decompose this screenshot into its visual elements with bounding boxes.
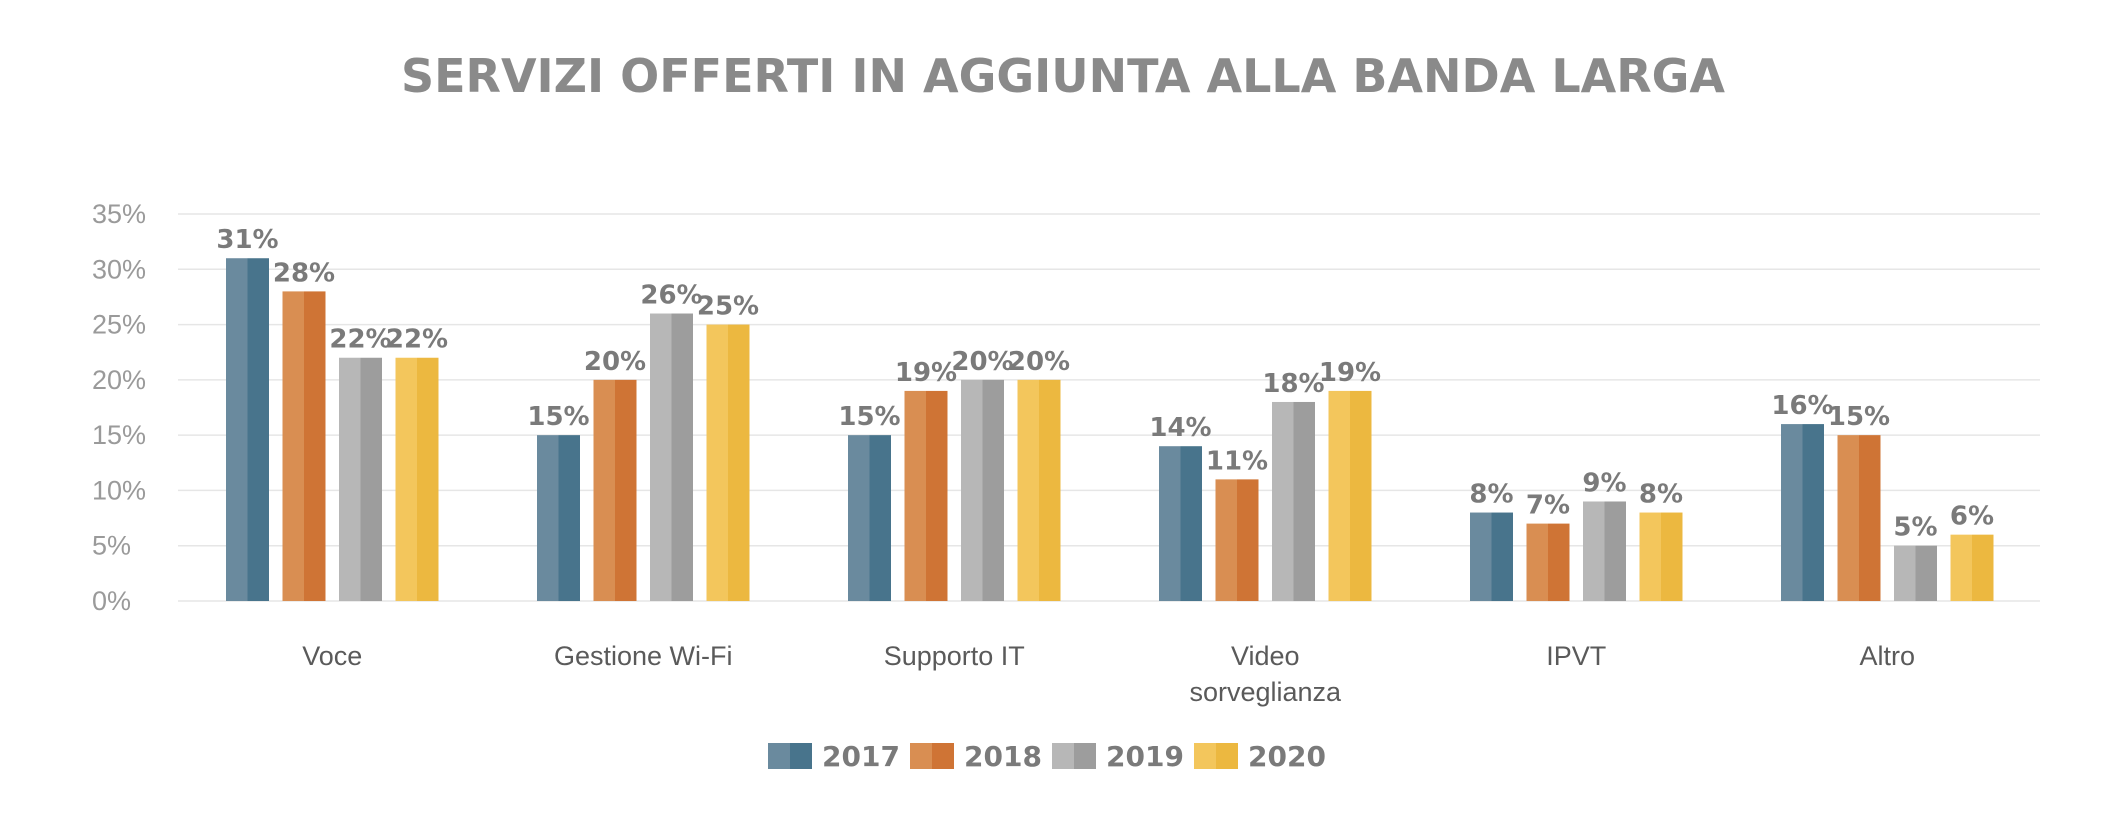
y-axis-ticks: 0% 5% 10% 15% 20% 25% 30% 35% (92, 199, 146, 616)
data-label-2019-3: 18% (1262, 369, 1324, 399)
legend-item-2017: 2017 (768, 740, 900, 773)
legend-swatch (790, 743, 812, 769)
legend-swatch (1216, 743, 1238, 769)
data-label-2019-4: 9% (1582, 468, 1626, 498)
y-tick-label: 15% (92, 420, 146, 450)
data-label-2018-2: 19% (895, 358, 957, 388)
bar-2017-0 (226, 258, 269, 601)
bar-2020-3 (1328, 390, 1372, 601)
y-tick-label: 30% (92, 254, 146, 284)
bar-2020-2 (1017, 379, 1061, 601)
bar-2019-5 (1894, 545, 1937, 601)
bar-2017-4 (1470, 512, 1513, 601)
y-tick-label: 20% (92, 365, 146, 395)
y-tick-label: 10% (92, 475, 146, 505)
gridlines (178, 213, 2040, 602)
chart-title: SERVIZI OFFERTI IN AGGIUNTA ALLA BANDA L… (401, 49, 1725, 103)
x-tick-label: Altro (1859, 641, 1915, 671)
data-label-2018-0: 28% (273, 258, 335, 288)
data-label-2017-3: 14% (1149, 413, 1211, 443)
bar-2018-2 (904, 390, 948, 601)
bars (226, 258, 1994, 601)
data-label-2020-4: 8% (1639, 480, 1683, 510)
legend-label: 2020 (1248, 740, 1326, 773)
bar-2019-1 (650, 313, 693, 601)
legend-swatch (768, 743, 790, 769)
bar-2020-0 (395, 357, 439, 601)
legend-label: 2017 (822, 740, 900, 773)
x-tick-label: IPVT (1546, 641, 1606, 671)
legend-swatch (910, 743, 932, 769)
bar-2018-1 (593, 379, 637, 601)
x-tick-label: Voce (302, 641, 362, 671)
y-tick-label: 25% (92, 310, 146, 340)
data-label-2017-0: 31% (216, 225, 278, 255)
bar-2017-1 (537, 435, 580, 601)
data-label-2020-3: 19% (1319, 358, 1381, 388)
data-label-2020-5: 6% (1950, 502, 1994, 532)
bar-2019-0 (339, 357, 382, 601)
legend-item-2019: 2019 (1052, 740, 1184, 773)
x-tick-label: Supporto IT (884, 641, 1025, 671)
legend-swatch (1052, 743, 1074, 769)
bar-2019-4 (1583, 501, 1626, 601)
data-label-2017-5: 16% (1771, 391, 1833, 421)
legend: 2017 2018 2019 2020 (768, 740, 1326, 773)
bar-2020-4 (1639, 512, 1683, 601)
data-label-2020-2: 20% (1008, 347, 1070, 377)
legend-item-2018: 2018 (910, 740, 1042, 773)
bar-2017-5 (1781, 424, 1824, 601)
data-label-2017-4: 8% (1469, 480, 1513, 510)
data-label-2018-4: 7% (1526, 491, 1570, 521)
data-labels: 31%28%22%22%15%20%26%25%15%19%20%20%14%1… (216, 225, 1994, 542)
data-label-2019-0: 22% (329, 325, 391, 355)
x-tick-label: Gestione Wi-Fi (554, 641, 733, 671)
bar-2020-1 (706, 324, 750, 601)
bar-2020-5 (1950, 534, 1994, 601)
bar-2019-2 (961, 379, 1004, 601)
data-label-2017-2: 15% (838, 402, 900, 432)
legend-item-2020: 2020 (1194, 740, 1326, 773)
y-tick-label: 0% (92, 586, 131, 616)
bar-2017-3 (1159, 446, 1202, 601)
data-label-2018-1: 20% (584, 347, 646, 377)
legend-swatch (1194, 743, 1216, 769)
data-label-2018-3: 11% (1206, 446, 1268, 476)
data-label-2018-5: 15% (1828, 402, 1890, 432)
legend-swatch (1074, 743, 1096, 769)
bar-2017-2 (848, 435, 891, 601)
data-label-2019-5: 5% (1893, 513, 1937, 543)
bar-2018-5 (1837, 435, 1881, 601)
bar-2018-3 (1215, 479, 1259, 601)
data-label-2019-1: 26% (640, 281, 702, 311)
data-label-2017-1: 15% (527, 402, 589, 432)
x-tick-label: Video (1231, 641, 1300, 671)
x-axis-ticks: Voce Gestione Wi-Fi Supporto IT Video sorveg… (302, 641, 1915, 707)
bar-2019-3 (1272, 401, 1315, 601)
data-label-2020-1: 25% (697, 292, 759, 322)
bar-2018-0 (282, 291, 326, 601)
data-label-2020-0: 22% (386, 325, 448, 355)
legend-label: 2018 (964, 740, 1042, 773)
x-tick-label: sorveglianza (1189, 677, 1342, 707)
legend-label: 2019 (1106, 740, 1184, 773)
data-label-2019-2: 20% (951, 347, 1013, 377)
bar-2018-4 (1526, 523, 1570, 601)
y-tick-label: 5% (92, 531, 131, 561)
y-tick-label: 35% (92, 199, 146, 229)
legend-swatch (932, 743, 954, 769)
